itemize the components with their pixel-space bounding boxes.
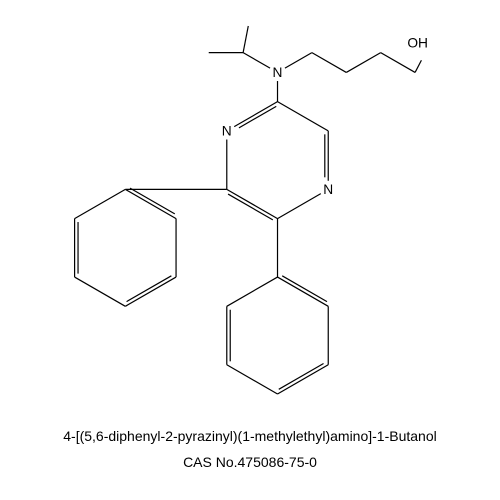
- N_amine-label: N: [273, 65, 283, 80]
- figure-container: N N N OH 4-[(5,6-diphenyl-2-pyrazinyl)(1-me…: [0, 0, 500, 500]
- cas-number-text: CAS No.475086-75-0: [0, 454, 500, 470]
- OH-label: OH: [407, 36, 428, 51]
- bonds-group: [75, 26, 422, 394]
- N1_ring-label: N: [222, 123, 232, 138]
- N4_ring-label: N: [323, 182, 333, 197]
- chemical-structure-diagram: N N N OH: [0, 0, 500, 420]
- compound-name-text: 4-[(5,6-diphenyl-2-pyrazinyl)(1-methylet…: [0, 428, 500, 444]
